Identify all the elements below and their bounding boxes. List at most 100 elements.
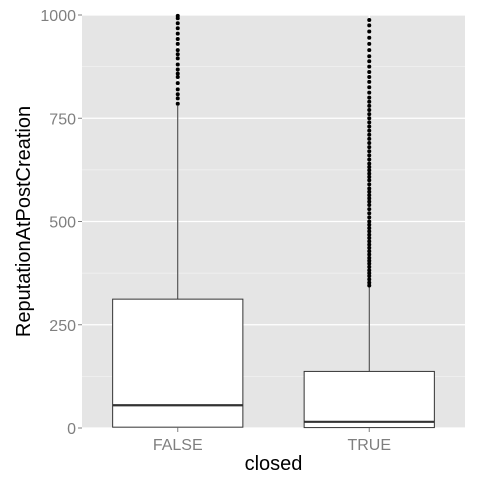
- outlier-point: [367, 271, 372, 276]
- outlier-point: [175, 48, 180, 53]
- outlier-point: [367, 245, 372, 250]
- outlier-point: [367, 85, 372, 90]
- outlier-point: [367, 182, 372, 187]
- outlier-point: [175, 52, 180, 57]
- outlier-point: [367, 132, 372, 137]
- outlier-point: [367, 164, 372, 169]
- outlier-point: [175, 71, 180, 76]
- outlier-point: [367, 99, 372, 104]
- outlier-point: [367, 174, 372, 179]
- outlier-point: [367, 249, 372, 254]
- outlier-point: [367, 232, 372, 237]
- outlier-point: [175, 21, 180, 26]
- outlier-point: [175, 31, 180, 36]
- outlier-point: [367, 178, 372, 183]
- outlier-point: [367, 149, 372, 154]
- outlier-point: [175, 92, 180, 97]
- outlier-point: [367, 64, 372, 69]
- outlier-point: [367, 128, 372, 133]
- outlier-point: [367, 161, 372, 166]
- outlier-point: [367, 202, 372, 207]
- outlier-point: [367, 252, 372, 257]
- outlier-point: [367, 236, 372, 241]
- x-tick-label: TRUE: [347, 437, 391, 454]
- outlier-point: [367, 219, 372, 224]
- outlier-point: [367, 48, 372, 53]
- outlier-point: [367, 141, 372, 146]
- outlier-point: [175, 74, 180, 79]
- outlier-point: [175, 101, 180, 106]
- outlier-point: [367, 274, 372, 279]
- outlier-point: [367, 136, 372, 141]
- outlier-point: [367, 124, 372, 129]
- axis-ticks: 0 250 500 750 1000 FALSE TRUE: [40, 8, 391, 454]
- outlier-point: [367, 153, 372, 158]
- y-axis-title: ReputationAtPostCreation: [13, 106, 35, 337]
- outlier-point: [175, 41, 180, 46]
- outlier-point: [367, 222, 372, 227]
- y-tick-label: 0: [67, 421, 76, 438]
- box-false: [112, 13, 244, 428]
- outlier-point: [367, 258, 372, 263]
- outlier-point: [367, 226, 372, 231]
- boxes: [112, 13, 435, 429]
- outlier-point: [175, 87, 180, 92]
- outlier-point: [367, 168, 372, 173]
- outlier-point: [367, 107, 372, 112]
- outlier-point: [367, 239, 372, 244]
- outlier-point: [175, 26, 180, 31]
- outlier-point: [175, 56, 180, 61]
- outlier-point: [175, 13, 180, 18]
- outlier-point: [367, 242, 372, 247]
- outlier-point: [367, 41, 372, 46]
- outlier-point: [175, 96, 180, 101]
- outlier-point: [367, 186, 372, 191]
- outlier-point: [367, 211, 372, 216]
- outlier-point: [367, 145, 372, 150]
- outlier-point: [367, 116, 372, 121]
- outlier-point: [367, 264, 372, 269]
- outlier-point: [175, 81, 180, 86]
- outlier-point: [367, 280, 372, 285]
- outlier-point: [175, 62, 180, 67]
- outlier-point: [367, 23, 372, 28]
- outlier-point: [175, 67, 180, 72]
- outlier-point: [367, 189, 372, 194]
- outlier-point: [367, 74, 372, 79]
- y-tick-label: 750: [49, 111, 76, 128]
- outlier-point: [367, 90, 372, 95]
- x-axis-title: closed: [245, 453, 303, 475]
- outlier-point: [367, 283, 372, 288]
- box-iqr: [303, 370, 435, 429]
- outlier-point: [367, 268, 372, 273]
- outlier-point: [367, 261, 372, 266]
- outlier-point: [367, 17, 372, 22]
- outlier-point: [367, 59, 372, 64]
- y-tick-label: 500: [49, 215, 76, 232]
- outlier-point: [367, 112, 372, 117]
- outlier-point: [367, 29, 372, 34]
- outlier-point: [367, 69, 372, 74]
- outlier-point: [367, 171, 372, 176]
- outlier-point: [367, 193, 372, 198]
- outlier-point: [367, 229, 372, 234]
- y-tick-label: 1000: [40, 8, 76, 25]
- outlier-point: [367, 196, 372, 201]
- outlier-point: [367, 207, 372, 212]
- outlier-point: [367, 120, 372, 125]
- x-tick-label: FALSE: [153, 437, 203, 454]
- outlier-point: [175, 36, 180, 41]
- outlier-point: [367, 157, 372, 162]
- outlier-point: [367, 255, 372, 260]
- outlier-point: [367, 95, 372, 100]
- outlier-point: [367, 54, 372, 59]
- outlier-point: [367, 215, 372, 220]
- outlier-point: [367, 35, 372, 40]
- box-true: [303, 17, 435, 429]
- outlier-point: [367, 103, 372, 108]
- outlier-point: [367, 79, 372, 84]
- box-iqr: [112, 298, 244, 428]
- y-tick-label: 250: [49, 318, 76, 335]
- outlier-point: [367, 277, 372, 282]
